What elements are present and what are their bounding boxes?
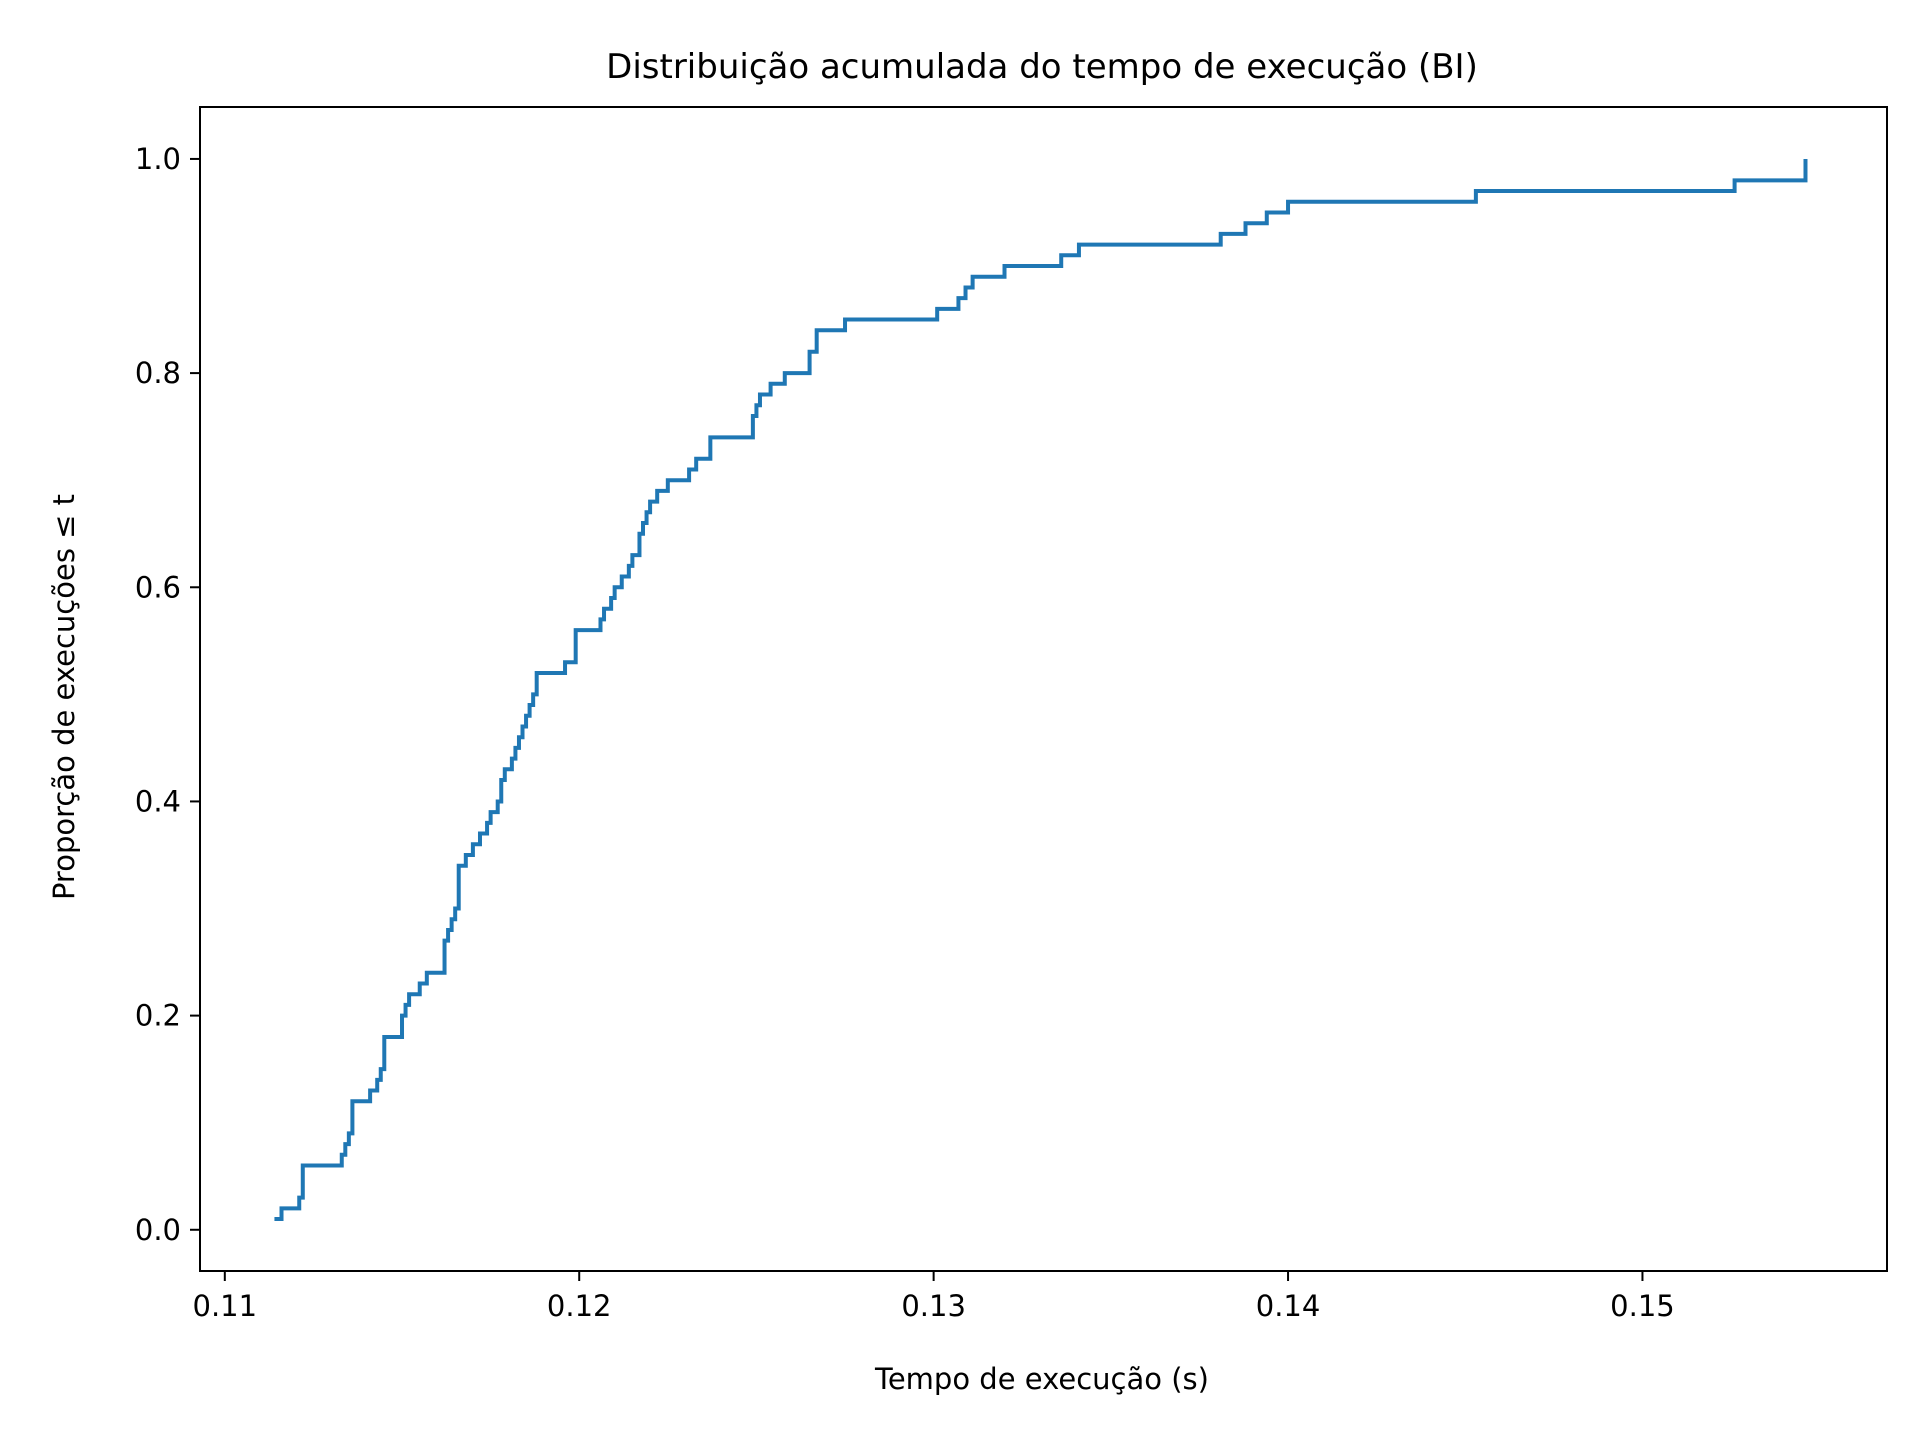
y-tick-label: 0.6 bbox=[135, 570, 181, 604]
ecdf-series-line-0 bbox=[274, 158, 1808, 1222]
x-tick-label: 0.12 bbox=[547, 1289, 612, 1323]
x-tick-label: 0.13 bbox=[901, 1289, 966, 1323]
y-tick-label: 0.8 bbox=[135, 356, 181, 390]
x-tick-label: 0.11 bbox=[193, 1289, 258, 1323]
plot-area: 0.11 0.12 0.13 0.14 0.15 0.0 0.2 0.4 0.6 0.8 1.0 bbox=[135, 106, 1888, 1323]
x-tick-label: 0.14 bbox=[1256, 1289, 1321, 1323]
x-axis-label: Tempo de execução (s) bbox=[874, 1362, 1209, 1396]
y-tick-label: 0.4 bbox=[135, 784, 181, 818]
y-axis-label: Proporção de execuções ≤ t bbox=[47, 494, 81, 900]
x-tick-label: 0.15 bbox=[1610, 1289, 1675, 1323]
y-tick-label: 0.2 bbox=[135, 999, 181, 1033]
y-tick-label: 0.0 bbox=[135, 1213, 181, 1247]
y-tick-label: 1.0 bbox=[135, 142, 181, 176]
chart-title: Distribuição acumulada do tempo de execu… bbox=[606, 47, 1478, 87]
plot-frame bbox=[199, 106, 1888, 1272]
